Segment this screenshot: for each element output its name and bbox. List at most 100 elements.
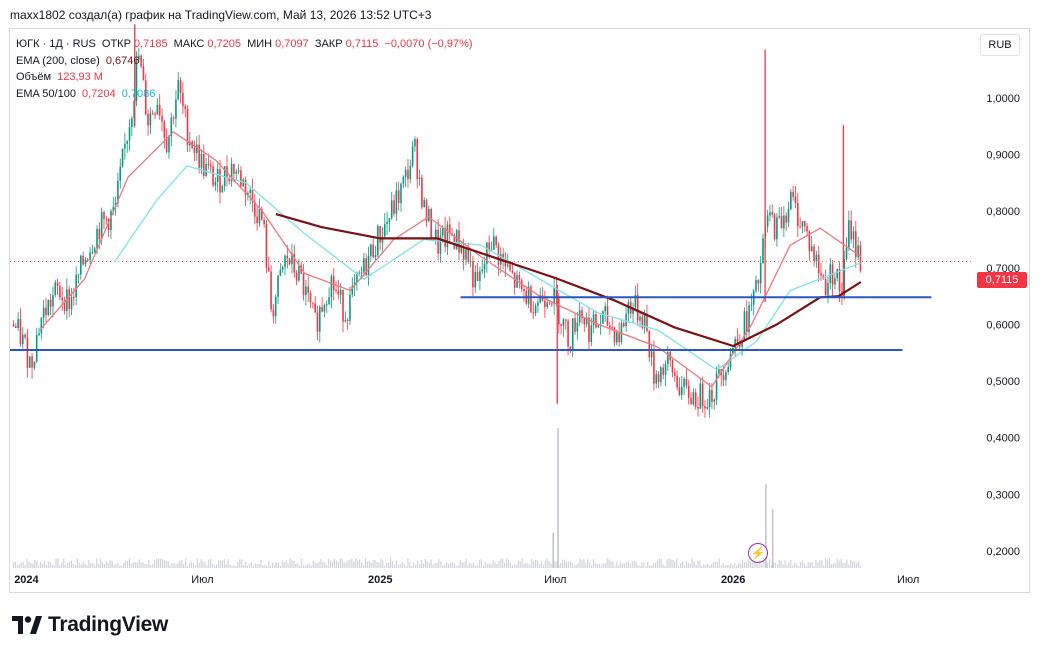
candle-body	[163, 121, 166, 138]
volume-bar	[212, 563, 214, 568]
volume-bar	[703, 564, 705, 568]
legend-volume-value: 123,93 M	[57, 71, 103, 83]
volume-bar	[144, 563, 146, 568]
volume-bar	[542, 564, 544, 568]
volume-bar	[268, 561, 270, 568]
candle-body	[838, 268, 841, 292]
volume-bar	[457, 565, 459, 568]
volume-bar	[523, 563, 525, 568]
candle-body	[722, 375, 725, 381]
volume-spike	[557, 428, 559, 568]
volume-bar	[173, 563, 175, 568]
tradingview-logo[interactable]: TradingView	[12, 612, 168, 638]
volume-bar	[22, 561, 24, 568]
candle-body	[337, 290, 340, 295]
volume-bar	[417, 560, 419, 568]
volume-bar	[612, 561, 614, 568]
candle-body	[859, 245, 862, 271]
volume-bar	[857, 560, 860, 568]
volume-bar	[768, 559, 771, 568]
volume-bar	[202, 561, 204, 568]
volume-bar	[689, 563, 691, 568]
volume-bar	[446, 562, 448, 568]
volume-bar	[157, 558, 160, 568]
candle-body	[79, 255, 82, 275]
legend-high-value: 0,7205	[207, 38, 242, 50]
candle-body	[42, 307, 45, 318]
candle-body	[281, 267, 284, 270]
volume-bar	[828, 558, 831, 568]
volume-bar	[78, 562, 80, 568]
volume-bar	[815, 559, 817, 568]
volume-bar	[563, 560, 566, 568]
candle-body	[379, 225, 381, 243]
candle-body	[312, 302, 314, 304]
candle-body	[112, 206, 115, 212]
volume-bar	[749, 560, 751, 568]
candle-body	[230, 163, 233, 182]
candle-body	[513, 272, 516, 288]
candle-body	[202, 154, 205, 176]
volume-bar	[484, 561, 486, 568]
volume-bar	[643, 562, 645, 568]
volume-bar	[438, 558, 440, 568]
volume-bar	[844, 562, 846, 568]
candle-body	[769, 212, 771, 216]
legend-ohlc-row[interactable]: ЮГК · 1Д · RUS ОТКР 0,7185 МАКС 0,7205 МИН…	[16, 36, 476, 53]
volume-bar	[560, 562, 562, 568]
candle-body	[35, 335, 38, 362]
volume-bar	[565, 561, 568, 568]
volume-bar	[444, 564, 446, 568]
candle-body	[813, 246, 815, 262]
volume-bar	[295, 563, 297, 568]
candle-body	[370, 244, 372, 256]
candle-body	[799, 226, 801, 228]
volume-bar	[26, 558, 28, 568]
candle-body	[676, 375, 678, 388]
candle-body	[96, 228, 98, 249]
flash-icon[interactable]: ⚡	[748, 543, 768, 563]
volume-bar	[712, 562, 715, 568]
candle-body	[848, 220, 850, 248]
candle-body	[49, 299, 52, 307]
legend-symbol[interactable]: ЮГК · 1Д · RUS	[16, 38, 96, 50]
volume-bar	[509, 562, 512, 568]
candle-body	[444, 227, 446, 248]
volume-bar	[250, 562, 252, 568]
volume-bar	[136, 562, 138, 568]
volume-bar	[252, 565, 254, 568]
volume-bar	[376, 561, 378, 568]
y-tick-label: 0,5000	[986, 376, 1020, 388]
volume-bar	[652, 563, 655, 568]
legend-volume-row[interactable]: Объём 123,93 M	[16, 69, 476, 86]
legend-ema50-100-row[interactable]: EMA 50/100 0,7204 0,7086	[16, 86, 476, 103]
volume-bar	[442, 565, 444, 568]
legend-close-value: 0,7115	[345, 38, 379, 50]
candle-body	[544, 300, 546, 308]
candle-body	[409, 165, 412, 180]
volume-bar	[741, 559, 744, 568]
legend-ema200-row[interactable]: EMA (200, close) 0,6746	[16, 53, 476, 70]
volume-bar	[480, 559, 483, 568]
candle-body	[144, 80, 147, 115]
volume-bar	[270, 565, 272, 568]
volume-bar	[148, 560, 150, 568]
candle-body	[458, 230, 460, 253]
volume-bar	[840, 559, 842, 568]
volume-bar	[790, 559, 792, 568]
volume-bar	[96, 558, 98, 568]
volume-bar	[119, 565, 121, 568]
candle-body	[256, 216, 258, 224]
y-tick-label: 0,8000	[986, 206, 1020, 218]
volume-bar	[668, 558, 670, 568]
volume-bar	[598, 564, 601, 568]
candle-body	[277, 275, 279, 297]
currency-button[interactable]: RUB	[980, 34, 1020, 56]
candle-body	[17, 319, 19, 329]
candle-body	[785, 215, 787, 223]
candle-body	[625, 313, 627, 327]
candle-body	[386, 221, 388, 225]
candle-body	[766, 215, 769, 227]
volume-bar	[38, 565, 40, 568]
